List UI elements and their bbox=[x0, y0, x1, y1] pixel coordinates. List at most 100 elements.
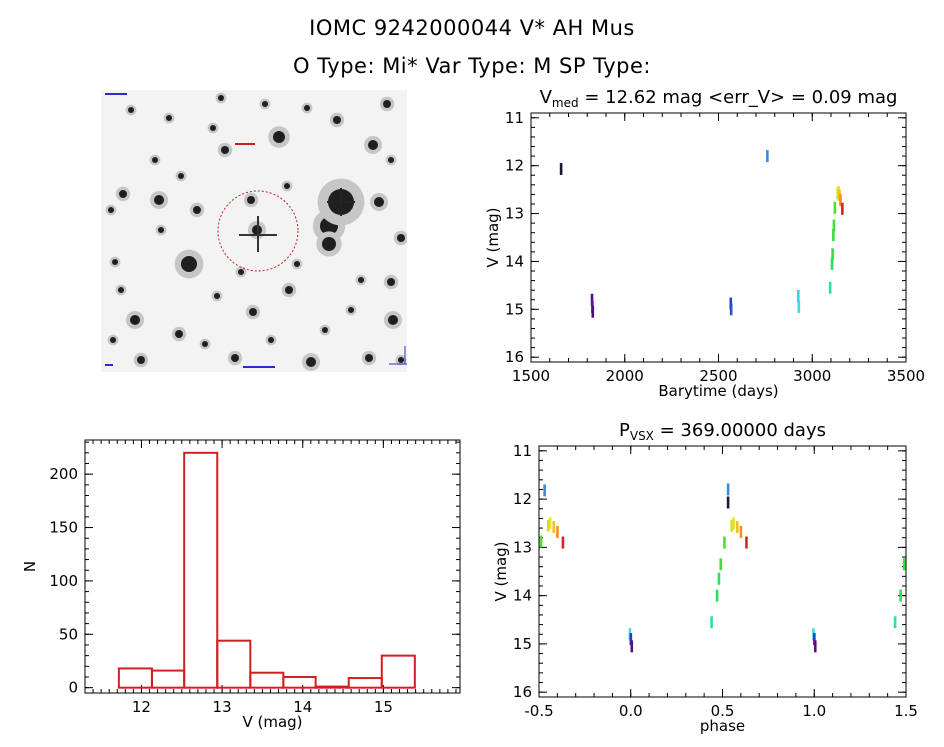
star bbox=[221, 146, 229, 154]
star-field bbox=[105, 92, 407, 371]
data-point bbox=[590, 293, 594, 306]
plot-frame bbox=[538, 445, 907, 698]
x-tick-label: 1500 bbox=[512, 367, 550, 385]
y-tick-label: 11 bbox=[513, 442, 532, 460]
star bbox=[285, 286, 293, 294]
x-tick-label: 1.5 bbox=[894, 702, 918, 720]
star bbox=[130, 315, 140, 325]
star bbox=[306, 357, 316, 367]
title-subscript: med bbox=[552, 96, 579, 110]
y-tick-label: 16 bbox=[505, 348, 524, 366]
data-point bbox=[591, 305, 595, 318]
star bbox=[284, 183, 290, 189]
data-point bbox=[561, 536, 565, 549]
x-tick-label: 3500 bbox=[887, 367, 925, 385]
star bbox=[388, 157, 394, 163]
y-tick-label: 14 bbox=[505, 252, 524, 270]
compass-icon bbox=[389, 346, 407, 365]
x-tick-label: 1.0 bbox=[802, 702, 826, 720]
data-point bbox=[723, 536, 726, 549]
star bbox=[304, 105, 310, 111]
histogram-bar bbox=[282, 675, 317, 689]
data-point bbox=[710, 616, 713, 629]
x-tick-label: 13 bbox=[213, 698, 232, 716]
x-axis-label: V (mag) bbox=[242, 713, 302, 731]
x-tick-label: 15 bbox=[374, 698, 393, 716]
histogram-bar bbox=[183, 451, 219, 689]
phase-curve-chart: -0.5 0.0 0.5 1.0 1.5 11 12 13 14 15 16 phase V (mag)… bbox=[492, 420, 918, 735]
y-tick-label: 15 bbox=[505, 300, 524, 318]
y-tick-label: 150 bbox=[49, 519, 78, 537]
star bbox=[348, 307, 354, 313]
title-prefix: P bbox=[619, 420, 630, 441]
star bbox=[368, 140, 378, 150]
histogram-bar bbox=[380, 654, 416, 689]
star bbox=[218, 95, 224, 101]
title-prefix: V bbox=[540, 87, 553, 108]
plot-frame bbox=[84, 439, 461, 694]
data-point bbox=[543, 484, 546, 497]
star bbox=[374, 197, 384, 207]
data-point bbox=[539, 535, 543, 548]
data-point bbox=[739, 525, 743, 538]
star bbox=[383, 100, 391, 108]
histogram-bar bbox=[249, 671, 285, 689]
data-point bbox=[766, 150, 769, 163]
object-types: O Type: Mi* Var Type: M SP Type: bbox=[293, 54, 651, 78]
data-point bbox=[831, 248, 834, 261]
data-point bbox=[719, 558, 723, 571]
x-tick-label: 2000 bbox=[606, 367, 644, 385]
x-tick-label: 2500 bbox=[699, 367, 737, 385]
star bbox=[137, 356, 145, 364]
y-tick-label: 14 bbox=[513, 587, 532, 605]
star bbox=[365, 354, 373, 362]
star bbox=[202, 341, 208, 347]
chart-title: PVSX = 369.00000 days bbox=[619, 420, 826, 443]
histogram-bar bbox=[117, 667, 153, 689]
data-point bbox=[717, 572, 721, 585]
y-tick-label: 200 bbox=[49, 465, 78, 483]
y-axis-label: V (mag) bbox=[484, 207, 502, 267]
star bbox=[193, 206, 201, 214]
star bbox=[214, 293, 220, 299]
histogram-bar bbox=[347, 677, 383, 689]
star bbox=[110, 337, 116, 343]
data-point bbox=[715, 589, 719, 602]
sky-corner-mark bbox=[105, 93, 127, 95]
data-point bbox=[726, 496, 730, 509]
star bbox=[387, 278, 395, 286]
star bbox=[152, 157, 158, 163]
data-point bbox=[813, 633, 816, 646]
data-point bbox=[730, 519, 734, 532]
histogram-bar bbox=[314, 685, 350, 689]
y-tick-label: 16 bbox=[513, 683, 532, 701]
x-tick-label: 0.0 bbox=[619, 702, 643, 720]
star bbox=[210, 125, 216, 131]
data-point bbox=[893, 616, 897, 629]
star bbox=[358, 277, 364, 283]
data-point bbox=[559, 163, 563, 176]
plot-frame bbox=[530, 112, 907, 363]
data-point bbox=[839, 194, 842, 207]
star bbox=[112, 259, 118, 265]
star bbox=[238, 269, 244, 275]
sky-target-mark bbox=[235, 143, 255, 145]
star bbox=[175, 330, 183, 338]
title-text: = 12.62 mag <err_V> = 0.09 mag bbox=[579, 87, 898, 108]
x-tick-label: 12 bbox=[132, 698, 151, 716]
star bbox=[268, 337, 274, 343]
star bbox=[119, 190, 127, 198]
data-point bbox=[552, 521, 556, 534]
y-tick-label: 50 bbox=[59, 625, 78, 643]
data-point bbox=[729, 303, 733, 316]
y-axis-label: N bbox=[21, 561, 39, 572]
star bbox=[178, 173, 184, 179]
data-point bbox=[833, 201, 837, 214]
data-point bbox=[841, 202, 844, 215]
data-point bbox=[902, 558, 906, 571]
star bbox=[108, 207, 114, 213]
data-point bbox=[546, 519, 550, 532]
star bbox=[333, 116, 341, 124]
data-point bbox=[726, 483, 730, 496]
